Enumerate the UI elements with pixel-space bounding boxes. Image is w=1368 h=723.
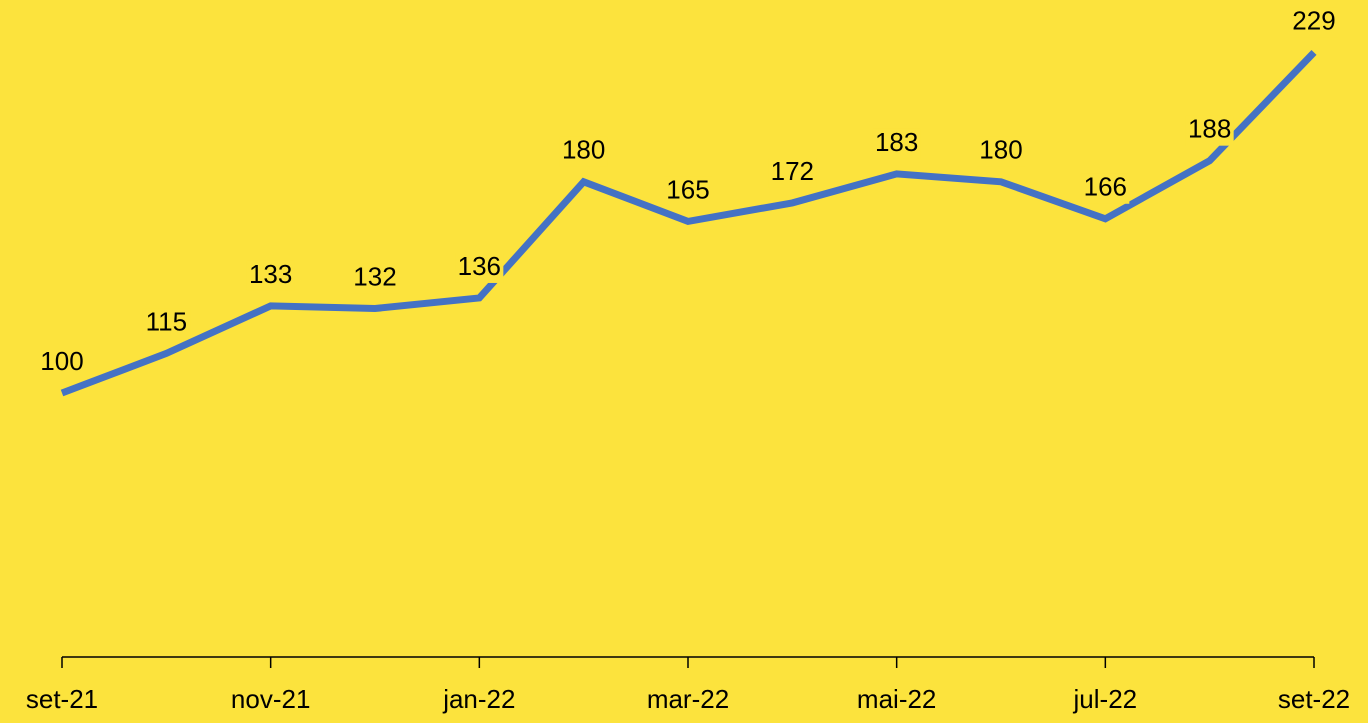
data-label: 229 xyxy=(1292,5,1335,35)
x-tick-label: mar-22 xyxy=(647,684,729,714)
data-label-bg xyxy=(38,348,86,378)
data-label-bg xyxy=(664,176,712,207)
data-label: 188 xyxy=(1188,114,1231,144)
data-label: 172 xyxy=(771,156,814,186)
data-label: 133 xyxy=(249,259,292,289)
x-tick-label: set-21 xyxy=(26,684,98,714)
x-tick-label: nov-21 xyxy=(231,684,311,714)
data-label-bg xyxy=(1185,115,1234,146)
data-label-bg xyxy=(977,136,1025,167)
data-label-bg xyxy=(1290,7,1338,38)
data-label-bg xyxy=(1081,173,1130,204)
data-label: 100 xyxy=(40,346,83,376)
data-label-bg xyxy=(246,260,295,291)
data-label: 165 xyxy=(666,174,709,204)
data-label-bg xyxy=(351,263,399,294)
data-label: 136 xyxy=(458,251,501,281)
data-label: 166 xyxy=(1084,172,1127,202)
data-label: 132 xyxy=(353,261,396,291)
line xyxy=(60,50,1317,397)
data-label-bg xyxy=(142,308,191,339)
data-label-bg xyxy=(455,252,504,283)
data-label: 180 xyxy=(562,135,605,165)
x-tick-label: jan-22 xyxy=(442,684,515,714)
data-label-bg xyxy=(559,136,608,167)
data-label: 183 xyxy=(875,127,918,157)
x-tick-label: mai-22 xyxy=(857,684,936,714)
data-label: 180 xyxy=(979,135,1022,165)
x-tick-label: set-22 xyxy=(1278,684,1350,714)
x-tick-label: jul-22 xyxy=(1073,684,1138,714)
data-label-bg xyxy=(872,128,921,159)
data-label-bg xyxy=(768,157,817,188)
data-label: 115 xyxy=(146,306,187,336)
